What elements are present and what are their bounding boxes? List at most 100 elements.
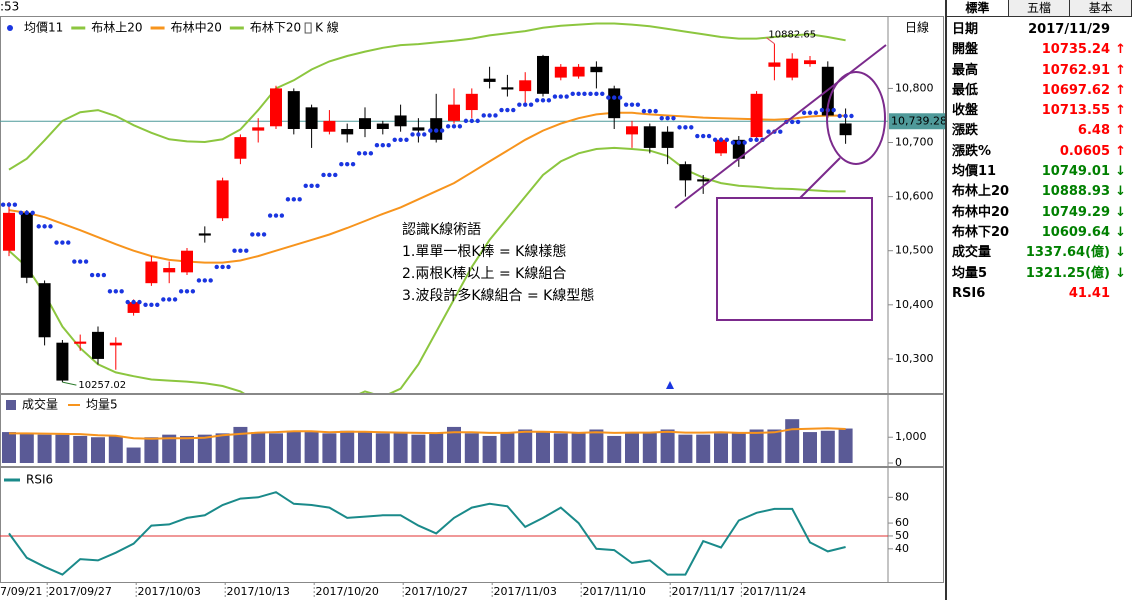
y-tick-label: 80: [895, 490, 909, 503]
ma-dot: [190, 289, 196, 294]
ma-dot: [653, 108, 658, 114]
volume-bar: [447, 426, 461, 463]
legend-candle-icon: [304, 22, 312, 34]
x-tick-label: 2017/11/24: [743, 585, 806, 598]
volume-bar: [37, 434, 52, 463]
candle-body: [270, 88, 282, 127]
candle-body: [412, 127, 425, 131]
row-label: 布林中20: [952, 204, 1010, 220]
ma-dot: [333, 172, 338, 178]
ma-dot: [712, 137, 718, 143]
ma-dot: [843, 113, 848, 119]
candle-body: [20, 212, 33, 278]
volume-bar: [482, 435, 497, 463]
volume-bar: [785, 419, 800, 463]
volume-bar: [464, 433, 479, 463]
row-value: 1321.25(億): [1025, 265, 1110, 281]
ma-dot: [392, 137, 397, 143]
ma-dot: [790, 119, 795, 125]
row-label: 漲跌%: [952, 143, 992, 159]
ma-dot: [101, 272, 107, 278]
ma-dot: [623, 102, 629, 107]
marker-triangle: [666, 381, 674, 389]
x-tick-label: 2017/11/10: [582, 585, 645, 598]
volume-bar: [731, 433, 746, 463]
chart: :53 日線 10,300 10,400 10,500 10,600 10,700 10,…: [0, 0, 945, 598]
candle-body: [483, 78, 496, 82]
trend-arrow: ↓: [1115, 204, 1126, 220]
legend-label: K 線: [315, 20, 339, 35]
ma-dot: [119, 289, 124, 294]
ma-dot: [463, 118, 469, 124]
row-value: 0.0605: [1059, 143, 1110, 159]
sidebar: 標準 五檔 基本 日期 2017/11/29 開盤 10735.24 ↑ 最高 10762.91…: [945, 0, 1132, 600]
row-label: 最高: [952, 62, 979, 78]
volume-bar: [571, 433, 586, 463]
candle-body: [305, 107, 318, 129]
quote-row: 開盤 10735.24 ↑: [947, 40, 1132, 60]
trend-arrow: ↑: [1115, 123, 1126, 139]
candle-body: [216, 180, 229, 219]
ma-dot: [404, 137, 409, 143]
row-value: 10713.55: [1041, 103, 1110, 119]
ma-dot: [60, 240, 65, 245]
ma-dot: [813, 110, 819, 115]
ma-dot: [368, 151, 374, 156]
ma-dot: [250, 232, 255, 237]
volume-bar: [500, 433, 515, 463]
ma-dot: [428, 128, 433, 133]
candle-body: [732, 139, 745, 159]
band-line: [8, 111, 846, 264]
trend-arrow: ↑: [1115, 62, 1126, 78]
ma-dot: [819, 107, 825, 113]
tab[interactable]: 基本: [1070, 0, 1132, 16]
ma-dot: [528, 102, 534, 107]
candle-body: [804, 60, 816, 65]
max-label: 10882.65: [768, 30, 816, 41]
ma-dot: [261, 232, 267, 237]
ma-dot: [24, 210, 29, 216]
ma-dot: [754, 137, 759, 143]
rsi-panel: [0, 467, 944, 583]
ma-dot: [742, 140, 747, 145]
tab[interactable]: 五檔: [1008, 0, 1071, 16]
trend-arrow: ↓: [1115, 245, 1126, 261]
candle-body: [127, 302, 140, 313]
ma-dot: [380, 143, 385, 148]
y-tick-label: 10,700: [895, 136, 934, 149]
ma-dot: [95, 272, 101, 278]
candle-body: [234, 137, 247, 159]
volume-bar: [749, 429, 764, 463]
quote-row: 布林中20 10749.29 ↓: [947, 203, 1132, 223]
ma-dot: [671, 115, 676, 121]
ma-dot: [801, 110, 807, 115]
ma-dot: [202, 278, 207, 283]
legend-label: 布林上20: [91, 21, 142, 35]
quote-row: 布林下20 10609.64 ↓: [947, 223, 1132, 243]
row-value: 1337.64(億): [1025, 245, 1110, 261]
ma-dot: [416, 132, 421, 137]
row-label: 布林下20: [952, 224, 1010, 240]
ma-dot: [131, 299, 136, 305]
ma-dot: [256, 232, 261, 237]
ma-dot: [83, 259, 89, 264]
candle-body: [786, 58, 799, 78]
ma-dot: [534, 98, 540, 103]
price-panel: [0, 16, 944, 394]
quote-table: 日期 2017/11/29 開盤 10735.24 ↑ 最高 10762.91 ↑ 最低 1069…: [947, 17, 1132, 304]
ma-dot: [546, 98, 552, 103]
ma-dot: [451, 124, 457, 129]
row-label: 日期: [952, 22, 979, 37]
volume-bar: [126, 447, 141, 463]
x-tick-label: 2017/10/03: [137, 585, 200, 598]
ma-dot: [0, 202, 6, 207]
row-value: 6.48: [1077, 123, 1110, 139]
ma-dot: [155, 302, 160, 308]
y-tick-label: 40: [895, 542, 909, 555]
ma-dot: [695, 133, 700, 139]
candle-body: [519, 80, 532, 92]
row-value: 10735.24: [1041, 42, 1110, 58]
ma-dot: [457, 124, 463, 129]
tab[interactable]: 標準: [947, 0, 1009, 16]
